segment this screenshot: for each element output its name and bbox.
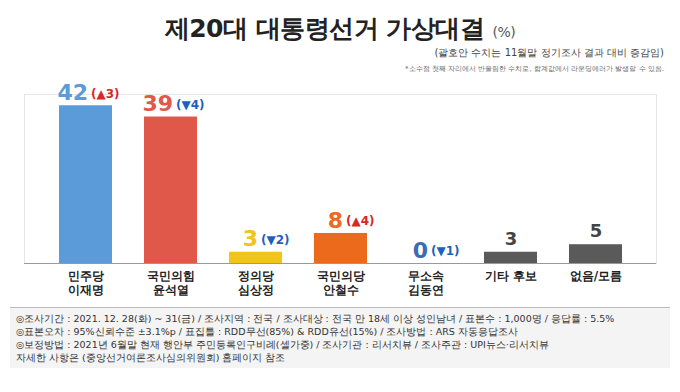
html-text:(괄호안 수치는 11월말 정기조사 결과 대비 증감임): (괄호안 수치는 11월말 정기조사 결과 대비 증감임): [434, 47, 664, 58]
svg-text:없음/모름: 없음/모름: [570, 269, 622, 283]
html-text:자세한 사항은 (중앙선거여론조사심의위원회) 홈페이지 참: 자세한 사항은 (중앙선거여론조사심의위원회) 홈페이지 참조: [16, 352, 286, 363]
svg-text:(▼4): (▼4): [176, 98, 205, 112]
html-text:*소수점 첫째 자리에서 반올림한 수치로, 합계값에서 라: *소수점 첫째 자리에서 반올림한 수치로, 합계값에서 라운딩에러가 발생할 …: [405, 65, 664, 73]
svg-text:(▼2): (▼2): [261, 233, 290, 247]
svg-text:39: 39: [142, 91, 173, 116]
svg-text:0: 0: [413, 238, 428, 263]
svg-text:42: 42: [57, 80, 88, 105]
svg-text:(▲4): (▲4): [346, 214, 375, 228]
svg-text:5: 5: [590, 220, 603, 241]
svg-text:정의당심상정: 정의당심상정: [238, 269, 274, 297]
svg-text:기타 후보: 기타 후보: [485, 269, 537, 283]
html-text:제20대 대통령선거 가상대결(%): 제20대 대통령선거 가상대결(%): [164, 14, 516, 43]
html-text:◎보정방법 : 2021년 6월말 현재 행안부 주민등록인: ◎보정방법 : 2021년 6월말 현재 행안부 주민등록인구비례(셀가중) /…: [16, 339, 549, 350]
svg-text:3: 3: [243, 226, 258, 251]
svg-text:3: 3: [505, 228, 518, 249]
svg-text:국민의힘윤석열: 국민의힘윤석열: [147, 269, 195, 297]
svg-text:(▼1): (▼1): [431, 244, 460, 258]
svg-text:무소속김동연: 무소속김동연: [408, 269, 444, 297]
svg-text:국민의당안철수: 국민의당안철수: [317, 269, 365, 297]
html-text:◎조사기간 : 2021. 12. 28(화) ~ 31(금: ◎조사기간 : 2021. 12. 28(화) ~ 31(금) / 조사지역 :…: [16, 313, 615, 324]
svg-text:(▲3): (▲3): [91, 87, 120, 101]
html-text:◎표본오차 : 95%신뢰수준 ±3.1%p / 표집틀 :: ◎표본오차 : 95%신뢰수준 ±3.1%p / 표집틀 : RDD무선(85%…: [16, 326, 518, 337]
svg-text:8: 8: [328, 207, 343, 232]
svg-text:민주당이재명: 민주당이재명: [68, 269, 104, 297]
